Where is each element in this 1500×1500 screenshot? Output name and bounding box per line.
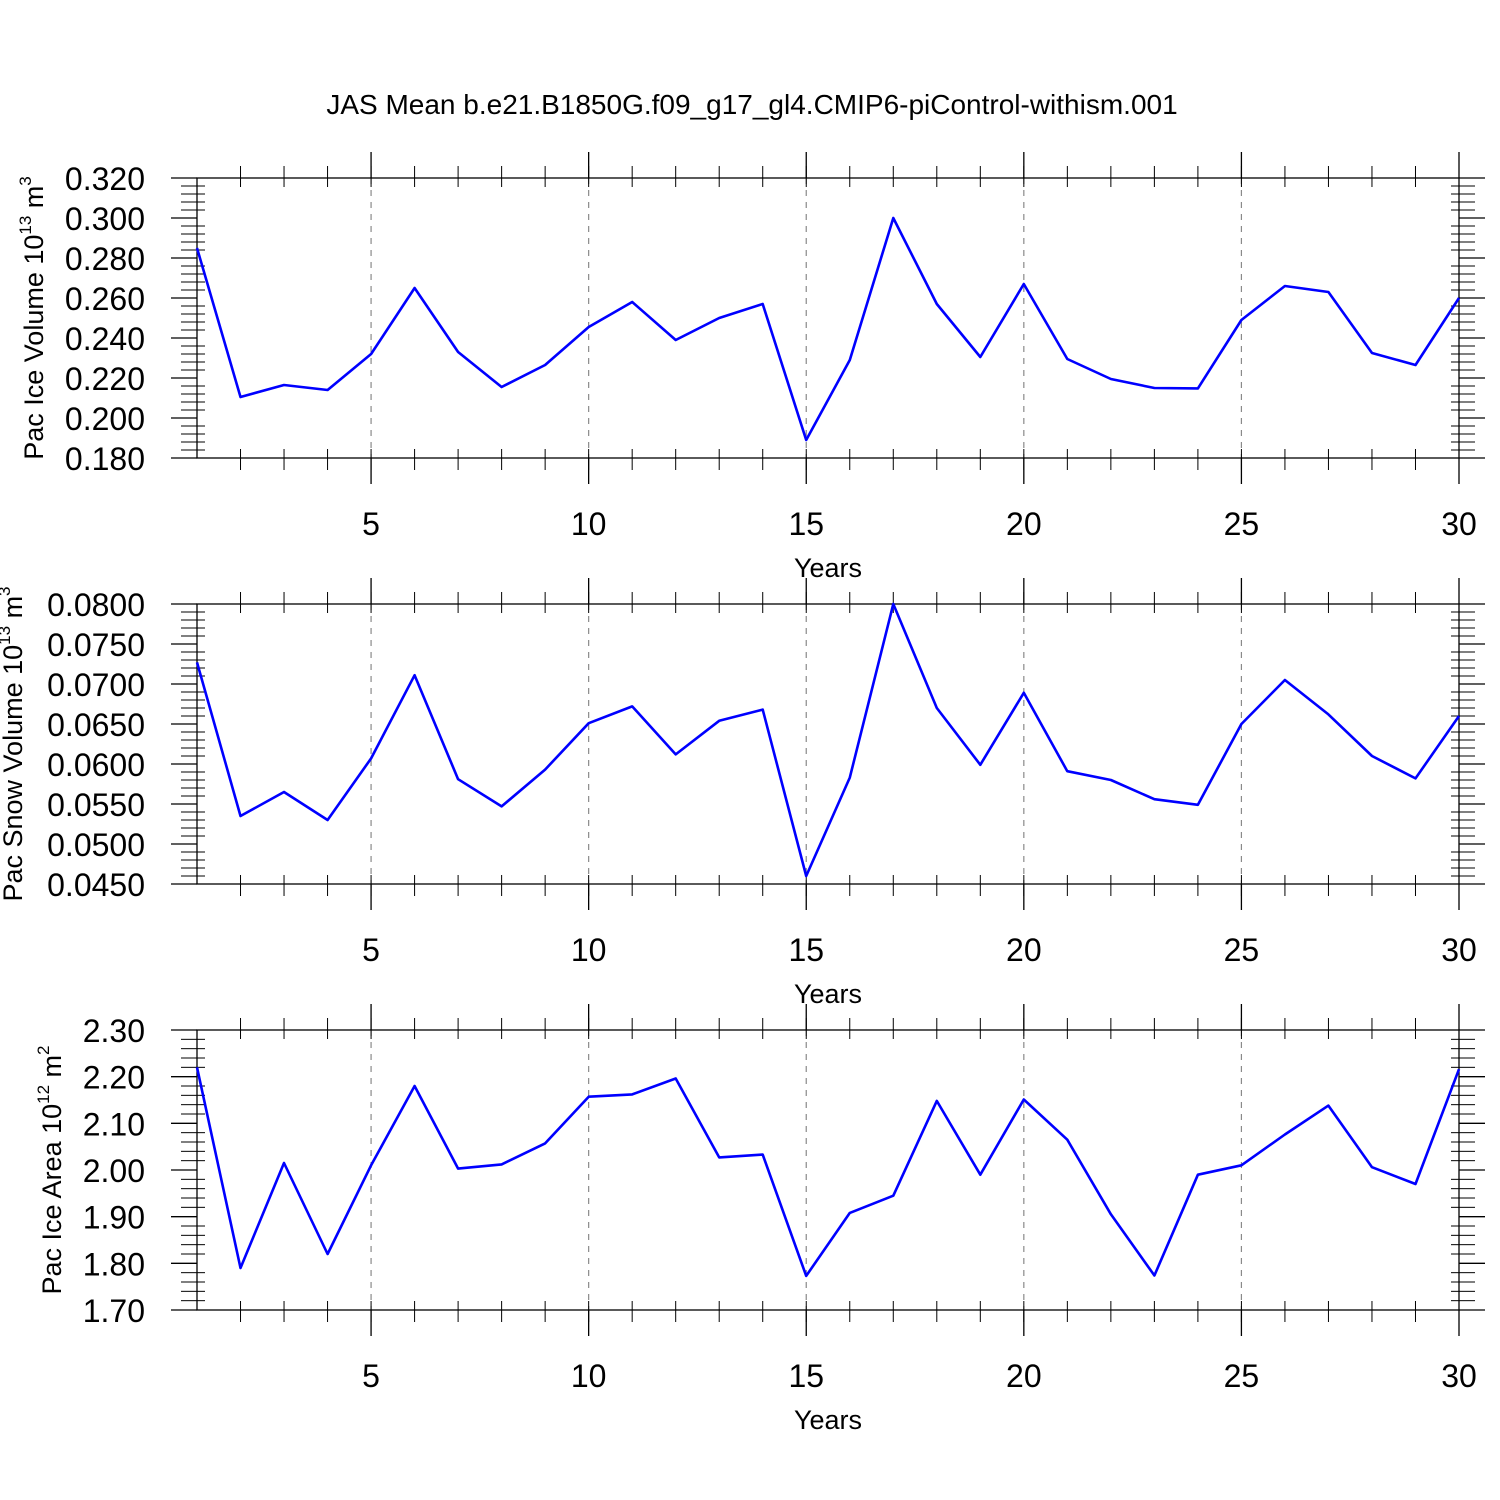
ice-area-y-label-unit: m: [37, 1055, 67, 1085]
ice-volume-y-tick-label: 0.200: [65, 401, 145, 437]
ice-volume-y-tick-label: 0.180: [65, 441, 145, 477]
ice-volume-x-tick-label: 10: [571, 506, 607, 542]
ice-volume-series-line: [195, 216, 1461, 442]
ice-area-y-tick-label: 2.00: [83, 1153, 145, 1189]
snow-volume-y-label-exponent: 13: [0, 626, 14, 645]
ice-volume-x-axis-label: Years: [794, 553, 862, 583]
snow-volume-y-tick-label: 0.0450: [47, 867, 145, 903]
ice-area-y-tick-label: 2.30: [83, 1013, 145, 1049]
ice-volume-y-label-base: Pac Ice Volume 10: [19, 235, 49, 460]
ice-area-y-label-exponent: 12: [34, 1085, 53, 1104]
snow-volume-panel: 0.0450 0.0500 0.0550 0.0600 0.0650 0.0700 0.07…: [0, 578, 1485, 1009]
ice-area-y-tick-label: 1.70: [83, 1293, 145, 1329]
ice-volume-plot-frame: [196, 177, 1460, 459]
ice-volume-y-axis-label: Pac Ice Volume 1013 m3: [16, 176, 49, 460]
ice-volume-y-tick-label: 0.300: [65, 201, 145, 237]
snow-volume-y-tick-label: 0.0600: [47, 747, 145, 783]
ice-area-x-axis-label: Years: [794, 1405, 862, 1435]
ice-volume-y-tick-label: 0.240: [65, 321, 145, 357]
ice-area-y-label-base: Pac Ice Area 10: [37, 1104, 67, 1295]
ice-volume-x-tick-label: 25: [1224, 506, 1260, 542]
ice-area-x-tick-label: 15: [788, 1358, 824, 1394]
snow-volume-x-tick-label: 15: [788, 932, 824, 968]
ice-volume-y-label-unit: m: [19, 186, 49, 216]
snow-volume-x-tick-label: 10: [571, 932, 607, 968]
figure-title: JAS Mean b.e21.B1850G.f09_g17_gl4.CMIP6-…: [326, 89, 1177, 120]
snow-volume-x-tick-label: 20: [1006, 932, 1042, 968]
ice-area-x-tick-label: 20: [1006, 1358, 1042, 1394]
ice-volume-y-label-unit-exponent: 3: [16, 176, 35, 185]
ice-volume-y-tick-label: 0.220: [65, 361, 145, 397]
ice-area-y-axis-label: Pac Ice Area 1012 m2: [34, 1045, 67, 1294]
snow-volume-y-axis-label: Pac Snow Volume 1013 m3: [0, 586, 28, 901]
snow-volume-y-label-base: Pac Snow Volume 10: [0, 645, 28, 902]
snow-volume-x-tick-label: 30: [1441, 932, 1477, 968]
ice-volume-x-tick-label: 20: [1006, 506, 1042, 542]
ice-area-y-tick-label: 1.90: [83, 1200, 145, 1236]
ice-area-y-tick-label: 2.10: [83, 1106, 145, 1142]
ice-area-x-tick-label: 10: [571, 1358, 607, 1394]
ice-area-x-tick-label: 5: [362, 1358, 380, 1394]
ice-area-panel: 1.70 1.80 1.90 2.00 2.10 2.20 2.30 5 10 15 20 25 30 Y…: [34, 1004, 1485, 1435]
ice-volume-y-tick-label: 0.320: [65, 161, 145, 197]
ice-volume-y-label-exponent: 13: [16, 216, 35, 235]
snow-volume-plot-frame: [196, 603, 1460, 885]
ice-volume-x-tick-label: 5: [362, 506, 380, 542]
ice-area-x-tick-label: 25: [1224, 1358, 1260, 1394]
ice-area-y-tick-label: 1.80: [83, 1246, 145, 1282]
snow-volume-y-tick-label: 0.0550: [47, 787, 145, 823]
snow-volume-y-tick-label: 0.0700: [47, 667, 145, 703]
ice-area-x-tick-label: 30: [1441, 1358, 1477, 1394]
ice-volume-y-tick-label: 0.280: [65, 241, 145, 277]
snow-volume-x-axis-label: Years: [794, 979, 862, 1009]
snow-volume-x-tick-label: 5: [362, 932, 380, 968]
ice-area-plot-frame: [196, 1029, 1460, 1311]
ice-area-y-label-unit-exponent: 2: [34, 1045, 53, 1054]
ice-area-y-tick-label: 2.20: [83, 1060, 145, 1096]
snow-volume-y-tick-label: 0.0800: [47, 587, 145, 623]
snow-volume-y-label-unit: m: [0, 596, 28, 626]
snow-volume-y-label-unit-exponent: 3: [0, 586, 14, 595]
snow-volume-y-tick-label: 0.0750: [47, 627, 145, 663]
snow-volume-x-tick-label: 25: [1224, 932, 1260, 968]
ice-volume-panel: 0.180 0.200 0.220 0.240 0.260 0.280 0.300 0.320…: [16, 152, 1485, 583]
ice-volume-x-tick-label: 30: [1441, 506, 1477, 542]
snow-volume-y-tick-label: 0.0650: [47, 707, 145, 743]
snow-volume-series-line: [195, 602, 1461, 878]
ice-volume-y-tick-label: 0.260: [65, 281, 145, 317]
ice-area-series-line: [195, 1067, 1461, 1278]
ice-volume-x-tick-label: 15: [788, 506, 824, 542]
snow-volume-y-tick-label: 0.0500: [47, 827, 145, 863]
